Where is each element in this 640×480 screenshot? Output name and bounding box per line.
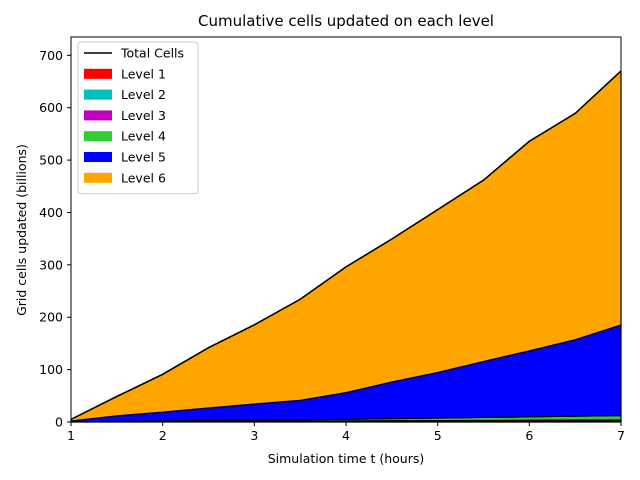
y-axis-label: Grid cells updated (billions) <box>14 144 29 316</box>
legend-swatch-level-4 <box>84 131 112 142</box>
legend-label-level-3: Level 3 <box>121 108 166 123</box>
x-tick-label: 6 <box>525 428 533 443</box>
y-tick-label: 0 <box>55 415 63 430</box>
total-cells-line <box>70 70 622 421</box>
chart-title: Cumulative cells updated on each level <box>198 12 494 30</box>
y-tick-label: 200 <box>39 310 63 325</box>
y-tick-label: 400 <box>39 205 63 220</box>
x-tick-label: 4 <box>342 428 350 443</box>
legend-swatch-level-1 <box>84 68 112 79</box>
legend-swatch-level-6 <box>84 172 112 183</box>
legend-swatch-level-3 <box>84 110 112 121</box>
legend-label-level-6: Level 6 <box>121 170 166 185</box>
x-tick-label: 1 <box>67 428 75 443</box>
legend-label-total-cells: Total Cells <box>120 46 184 61</box>
y-tick-label: 500 <box>39 153 63 168</box>
legend-label-level-2: Level 2 <box>121 87 166 102</box>
legend-swatch-level-5 <box>84 152 112 162</box>
legend-swatch-level-2 <box>84 89 112 100</box>
x-tick-label: 7 <box>617 428 625 443</box>
y-tick-label: 100 <box>39 362 63 377</box>
y-tick-label: 700 <box>39 48 63 63</box>
y-tick-label: 600 <box>39 100 63 115</box>
legend-label-level-4: Level 4 <box>121 129 166 144</box>
legend-label-level-1: Level 1 <box>121 66 166 81</box>
y-tick-label: 300 <box>39 257 63 272</box>
x-axis-label: Simulation time t (hours) <box>268 451 425 466</box>
x-tick-label: 3 <box>250 428 258 443</box>
x-tick-label: 2 <box>159 428 167 443</box>
x-tick-label: 5 <box>434 428 442 443</box>
legend: Total Cells Level 1 Level 2 Level 3 Level 4 L… <box>77 41 199 195</box>
legend-label-level-5: Level 5 <box>121 150 166 165</box>
